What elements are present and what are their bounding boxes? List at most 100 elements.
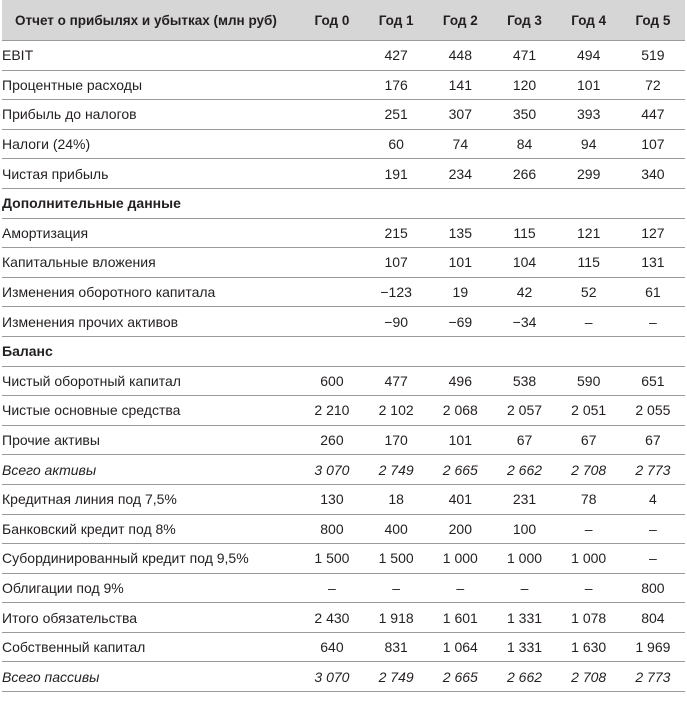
cell-value: 2 773 xyxy=(620,454,685,485)
cell-value: 393 xyxy=(556,99,621,130)
table-row: Процентные расходы 176 141 120 101 72 xyxy=(2,70,685,101)
year-header: Год 2 xyxy=(428,0,493,41)
cell-value: 115 xyxy=(556,247,621,278)
cell-value: 84 xyxy=(492,129,557,160)
cell-value: 78 xyxy=(556,484,621,515)
table-row: Налоги (24%) 60 74 84 94 107 xyxy=(2,129,685,160)
cell-value: 60 xyxy=(364,129,429,160)
cell-value: 176 xyxy=(364,70,429,101)
cell-value: 2 210 xyxy=(299,395,365,426)
cell-value xyxy=(299,129,365,160)
row-label: Изменения прочих активов xyxy=(2,306,300,337)
cell-value: 2 665 xyxy=(428,454,493,485)
cell-value: 191 xyxy=(364,158,429,189)
cell-value xyxy=(299,99,365,130)
year-header: Год 1 xyxy=(364,0,429,41)
cell-value: 299 xyxy=(556,158,621,189)
cell-value: – xyxy=(556,514,621,545)
cell-value xyxy=(364,188,429,219)
cell-value: 640 xyxy=(299,632,365,663)
cell-value xyxy=(299,40,365,71)
cell-value xyxy=(556,336,621,367)
row-label: Изменения оборотного капитала xyxy=(2,277,300,308)
cell-value xyxy=(428,188,493,219)
cell-value: – xyxy=(428,573,493,604)
cell-value: 18 xyxy=(364,484,429,515)
row-label: Прибыль до налогов xyxy=(2,99,300,130)
cell-value: 104 xyxy=(492,247,557,278)
cell-value: −69 xyxy=(428,306,493,337)
row-label: Собственный капитал xyxy=(2,632,300,663)
cell-value xyxy=(620,188,685,219)
cell-value: 538 xyxy=(492,366,557,397)
table-row: Субординированный кредит под 9,5% 1 500 1 … xyxy=(2,543,685,574)
cell-value xyxy=(299,158,365,189)
cell-value: 340 xyxy=(620,158,685,189)
cell-value: 2 708 xyxy=(556,661,621,693)
cell-value: 135 xyxy=(428,218,493,249)
cell-value: 231 xyxy=(492,484,557,515)
cell-value: 1 969 xyxy=(620,632,685,663)
row-label: Банковский кредит под 8% xyxy=(2,514,300,545)
row-label: Капитальные вложения xyxy=(2,247,300,278)
cell-value: 3 070 xyxy=(299,454,365,485)
cell-value: 101 xyxy=(556,70,621,101)
table-row: Всего активы 3 070 2 749 2 665 2 662 2 708 2 7… xyxy=(2,454,685,485)
table-row: Прибыль до налогов 251 307 350 393 447 xyxy=(2,99,685,130)
row-label: Итого обязательства xyxy=(2,602,300,633)
cell-value: 400 xyxy=(364,514,429,545)
cell-value: 52 xyxy=(556,277,621,308)
cell-value: 1 918 xyxy=(364,602,429,633)
cell-value: 101 xyxy=(428,425,493,456)
cell-value: 2 773 xyxy=(620,661,685,693)
cell-value: 260 xyxy=(299,425,365,456)
cell-value: 1 064 xyxy=(428,632,493,663)
cell-value: 2 055 xyxy=(620,395,685,426)
cell-value: – xyxy=(620,543,685,574)
cell-value: 2 749 xyxy=(364,661,429,693)
cell-value: 831 xyxy=(364,632,429,663)
cell-value: 1 000 xyxy=(492,543,557,574)
cell-value xyxy=(556,188,621,219)
cell-value: 1 000 xyxy=(428,543,493,574)
row-label: Всего пассивы xyxy=(2,661,300,693)
cell-value xyxy=(492,336,557,367)
cell-value: −123 xyxy=(364,277,429,308)
cell-value: −90 xyxy=(364,306,429,337)
table-row: Чистая прибыль 191 234 266 299 340 xyxy=(2,158,685,189)
cell-value: 2 665 xyxy=(428,661,493,693)
cell-value: 307 xyxy=(428,99,493,130)
table-row: Всего пассивы 3 070 2 749 2 665 2 662 2 708 2 … xyxy=(2,661,685,693)
cell-value: 600 xyxy=(299,366,365,397)
row-label: EBIT xyxy=(2,40,300,71)
cell-value: 401 xyxy=(428,484,493,515)
cell-value: 2 430 xyxy=(299,602,365,633)
section-header-row: Баланс xyxy=(2,336,685,367)
cell-value: 1 000 xyxy=(556,543,621,574)
row-label: Кредитная линия под 7,5% xyxy=(2,484,300,515)
row-label: Облигации под 9% xyxy=(2,573,300,604)
cell-value xyxy=(299,336,365,367)
cell-value xyxy=(299,218,365,249)
cell-value: 131 xyxy=(620,247,685,278)
row-label: Баланс xyxy=(2,336,300,367)
table-row: Капитальные вложения 107 101 104 115 131 xyxy=(2,247,685,278)
year-header: Год 0 xyxy=(299,0,365,41)
cell-value: – xyxy=(556,306,621,337)
cell-value: 3 070 xyxy=(299,661,365,693)
cell-value xyxy=(364,336,429,367)
cell-value: 107 xyxy=(364,247,429,278)
row-label: Субординированный кредит под 9,5% xyxy=(2,543,300,574)
table-row: Банковский кредит под 8% 800 400 200 100– – xyxy=(2,514,685,545)
cell-value: 67 xyxy=(620,425,685,456)
row-label: Процентные расходы xyxy=(2,70,300,101)
table-row: Собственный капитал 640 831 1 064 1 331 1 630… xyxy=(2,632,685,663)
cell-value: 101 xyxy=(428,247,493,278)
cell-value: 800 xyxy=(620,573,685,604)
cell-value: 427 xyxy=(364,40,429,71)
table-row: Изменения оборотного капитала −123 19 42 52 6… xyxy=(2,277,685,308)
cell-value: 1 500 xyxy=(364,543,429,574)
cell-value: 74 xyxy=(428,129,493,160)
cell-value: 141 xyxy=(428,70,493,101)
cell-value xyxy=(299,306,365,337)
